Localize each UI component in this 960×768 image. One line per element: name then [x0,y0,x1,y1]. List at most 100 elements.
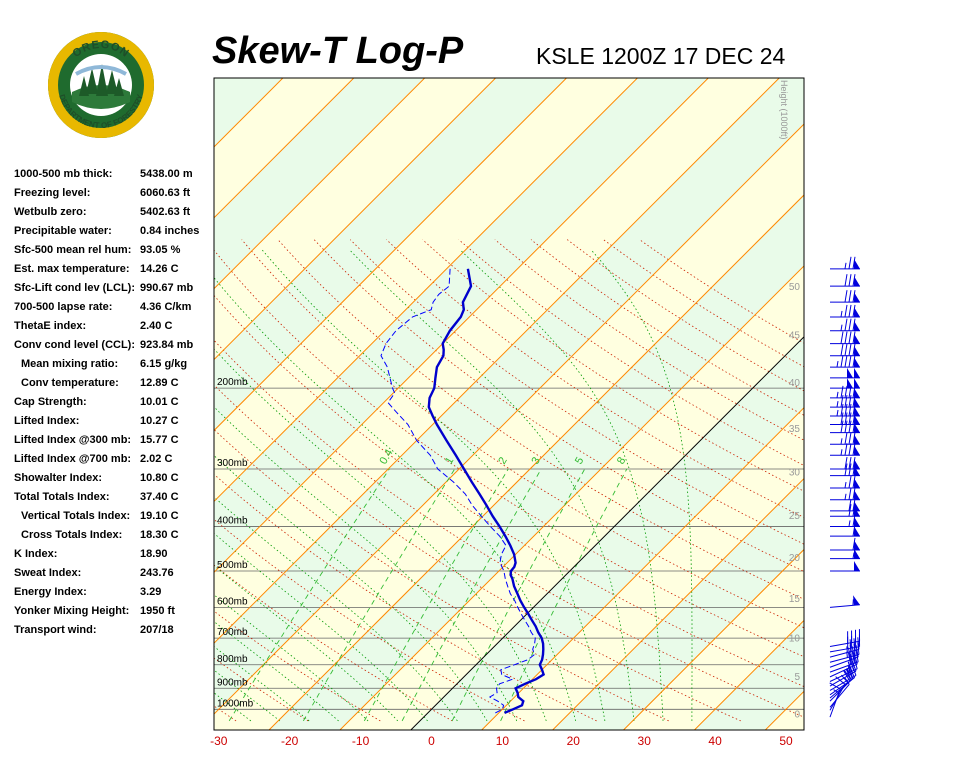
wind-barb-feather [848,343,852,356]
index-label: Sweat Index: [14,567,82,579]
index-label: Lifted Index @700 mb: [14,453,132,465]
wind-barb-feather [844,355,848,368]
x-tick-label: 40 [708,734,722,748]
index-row: Cross Totals Index: 18.30 C [14,529,214,548]
wind-barb-half-feather [848,520,851,527]
dry-adiabat [494,239,804,441]
plot-frame [213,77,805,731]
moist-adiabat [214,496,458,722]
dry-adiabat [349,239,804,545]
isotherm-line [214,78,639,503]
wind-barb [830,385,860,399]
wind-barb-staff [829,654,860,663]
index-label: Yonker Mixing Height: [14,605,130,617]
wind-barb-flag [854,414,860,425]
moist-adiabat [214,594,369,722]
index-value: 6060.63 ft [140,187,191,199]
wind-barb-flag [854,459,860,470]
wind-barb-feather [852,318,856,331]
wind-barb-flag [854,478,860,489]
wind-barb-feather [848,274,852,287]
mixing-ratio-line [363,468,509,722]
mixing-ratio-label: 5 [573,455,586,466]
index-row: Cap Strength: 10.01 C [14,396,214,415]
index-label: Lifted Index: [14,415,80,427]
wind-barb-feather [847,652,852,665]
wind-barb-feather [852,355,856,368]
height-tick-label: 40 [789,378,801,389]
wind-barb-feather [853,638,856,651]
wind-barb-feather [840,331,844,344]
wind-barb-feather [852,290,856,303]
wind-barb-feather [848,456,852,470]
index-value: 6.15 g/kg [140,358,188,370]
dry-adiabat [422,239,804,492]
index-row: Sfc-500 mean rel hum: 93.05 % [14,244,214,263]
wind-barb-feather [852,443,856,456]
x-tick-label: -20 [281,734,299,748]
wind-barb-flag [854,526,860,537]
height-axis-label: Height (1000ft) [779,80,789,140]
wind-barb-staff [829,648,860,658]
height-tick-label: 15 [789,594,801,605]
isotherm-line [214,78,426,290]
x-tick-label: 50 [779,734,793,748]
wind-barb [830,290,860,303]
index-value: 18.30 C [140,529,179,541]
dry-adiabat [277,239,804,600]
wind-barb-feather [848,331,852,344]
index-value: 10.27 C [140,415,179,427]
wind-barb-half-feather [836,391,839,398]
zero-isotherm [410,336,804,730]
wind-barb-feather [844,290,848,303]
index-value: 207/18 [140,624,174,636]
wind-barb-flag [854,258,860,269]
pressure-label: 700mb [217,627,248,638]
wind-barb [830,378,860,389]
index-row: Showalter Index: 10.80 C [14,472,214,491]
wind-barb-feather [852,256,856,269]
isotherm-line [214,78,497,361]
moist-adiabat [214,406,518,722]
wind-barb [829,595,860,608]
wind-barb-feather [848,463,852,476]
wind-barb [830,498,860,512]
temperature-trace [427,268,546,715]
wind-barb-feather [852,331,856,344]
wind-barb-flag [854,333,860,344]
pressure-label: 400mb [217,515,248,526]
index-value: 923.84 mb [140,339,194,351]
wind-barb-half-feather [836,409,839,417]
wind-barb-flag [854,357,860,368]
moist-adiabat [261,249,606,721]
wind-barb [830,367,860,379]
wind-barb-feather [851,651,855,664]
wind-barb-feather [852,304,856,318]
wind-barb [830,343,860,357]
moist-adiabat [214,348,547,722]
pressure-label: 500mb [217,560,248,571]
wind-barb-feather [848,498,852,511]
wind-barb-half-feather [836,361,839,368]
wind-barb-feather [852,498,856,511]
wind-barb [829,649,859,673]
wind-barb-staff [829,668,858,682]
index-row: Energy Index: 3.29 [14,586,214,605]
pressure-label: 200mb [217,377,248,388]
index-value: 14.26 C [140,263,179,275]
wind-barb [830,463,860,477]
wind-barb-flag [853,595,860,606]
moist-adiabat [214,532,428,722]
index-label: Wetbulb zero: [14,206,87,218]
index-row: Sfc-Lift cond lev (LCL): 990.67 mb [14,282,214,301]
index-value: 3.29 [140,586,162,598]
dry-adiabat [214,657,309,722]
wind-barb-half-feather [844,262,847,269]
station-time: KSLE 1200Z 17 DEC 24 [536,43,786,69]
wind-barb [830,304,860,318]
pressure-labels: 1000mb 900mb 800mb 700mb 600mb 500mb 400mb 300m… [217,377,254,709]
wind-barb-flag [847,378,853,389]
mixing-ratio-label: 8 [615,455,628,466]
index-value: 4.36 C/km [140,301,192,313]
